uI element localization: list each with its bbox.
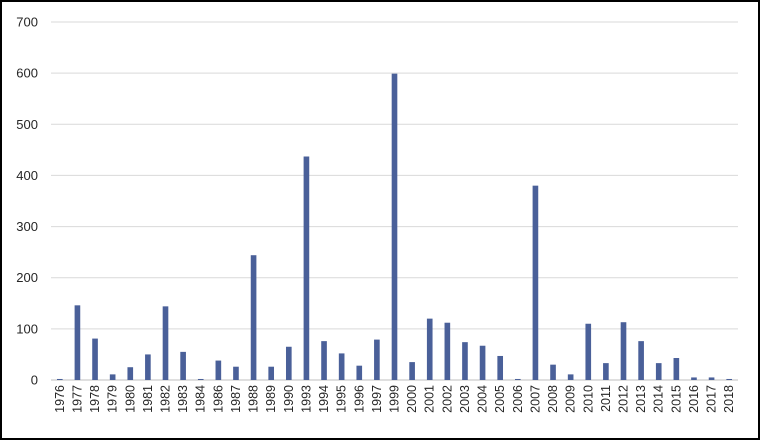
x-tick-label: 1979 bbox=[106, 385, 120, 413]
bar bbox=[374, 339, 380, 380]
y-tick-label: 600 bbox=[16, 66, 38, 81]
x-tick-label: 1980 bbox=[123, 385, 137, 413]
x-tick-label: 1981 bbox=[141, 385, 155, 413]
x-tick-label: 2000 bbox=[405, 385, 419, 413]
bar bbox=[673, 358, 680, 380]
bar bbox=[356, 365, 363, 380]
x-tick-label: 1977 bbox=[70, 385, 84, 413]
bar bbox=[268, 366, 275, 380]
x-tick-label: 1993 bbox=[299, 385, 313, 413]
x-tick-label: 1984 bbox=[194, 385, 208, 413]
x-tick-label: 1986 bbox=[211, 385, 225, 413]
bar bbox=[180, 351, 186, 380]
x-tick-label: 2009 bbox=[564, 385, 578, 413]
bar bbox=[726, 378, 733, 380]
bar bbox=[585, 323, 592, 380]
x-tick-label: 1990 bbox=[282, 385, 296, 413]
bar bbox=[532, 185, 539, 380]
y-tick-label: 200 bbox=[16, 270, 38, 285]
bar bbox=[409, 362, 415, 380]
bar bbox=[514, 378, 521, 380]
bar bbox=[233, 366, 239, 380]
bar bbox=[162, 306, 169, 380]
bar bbox=[691, 377, 697, 380]
bar bbox=[620, 322, 627, 380]
bar bbox=[215, 360, 222, 380]
bar bbox=[127, 367, 134, 380]
bar bbox=[338, 353, 345, 380]
bar bbox=[285, 346, 292, 380]
x-tick-label: 2002 bbox=[440, 385, 454, 413]
bar bbox=[303, 156, 310, 380]
x-tick-label: 1994 bbox=[317, 385, 331, 413]
x-tick-label: 1978 bbox=[88, 385, 102, 413]
x-tick-label: 2014 bbox=[652, 385, 666, 413]
x-tick-label: 2007 bbox=[528, 385, 542, 413]
bar bbox=[145, 354, 151, 380]
bar bbox=[56, 378, 63, 380]
x-tick-label: 2003 bbox=[458, 385, 472, 413]
x-tick-label: 1989 bbox=[264, 385, 278, 413]
y-tick-label: 0 bbox=[31, 373, 38, 388]
x-tick-label: 1988 bbox=[247, 385, 261, 413]
bar bbox=[109, 374, 116, 380]
y-tick-label: 500 bbox=[16, 117, 38, 132]
bar bbox=[655, 363, 662, 380]
y-tick-label: 300 bbox=[16, 219, 38, 234]
bar bbox=[567, 374, 574, 380]
bar bbox=[479, 345, 486, 380]
bar bbox=[708, 377, 715, 380]
x-tick-label: 2018 bbox=[722, 385, 736, 413]
x-tick-label: 1999 bbox=[388, 385, 402, 413]
y-tick-label: 700 bbox=[16, 15, 38, 30]
x-tick-label: 2006 bbox=[511, 385, 525, 413]
x-tick-label: 2004 bbox=[476, 385, 490, 413]
x-tick-label: 2011 bbox=[599, 385, 613, 412]
x-tick-label: 2008 bbox=[546, 385, 560, 413]
bar bbox=[391, 73, 398, 380]
x-tick-label: 2016 bbox=[687, 385, 701, 413]
bar bbox=[426, 318, 433, 380]
x-tick-label: 2001 bbox=[423, 385, 437, 413]
bar bbox=[497, 355, 504, 380]
x-tick-label: 2015 bbox=[669, 385, 683, 413]
bar bbox=[462, 342, 468, 380]
bar bbox=[250, 255, 257, 380]
y-tick-label: 100 bbox=[16, 321, 38, 336]
bar bbox=[603, 363, 609, 380]
bar bbox=[92, 338, 98, 380]
bar bbox=[321, 341, 327, 380]
bar bbox=[74, 305, 81, 380]
y-tick-label: 400 bbox=[16, 168, 38, 183]
x-tick-label: 1987 bbox=[229, 385, 243, 413]
bar bbox=[638, 341, 644, 380]
bar bbox=[550, 364, 556, 380]
x-tick-label: 2012 bbox=[617, 385, 631, 413]
bar bbox=[197, 378, 204, 380]
x-tick-label: 1976 bbox=[53, 385, 67, 413]
x-tick-label: 1982 bbox=[159, 385, 173, 413]
x-tick-label: 1996 bbox=[352, 385, 366, 413]
x-tick-label: 2013 bbox=[634, 385, 648, 413]
x-tick-label: 2010 bbox=[581, 385, 595, 413]
x-tick-label: 1997 bbox=[370, 385, 384, 413]
x-tick-label: 1995 bbox=[335, 385, 349, 413]
bar bbox=[444, 322, 451, 380]
x-tick-label: 2005 bbox=[493, 385, 507, 413]
x-tick-label: 1983 bbox=[176, 385, 190, 413]
x-tick-label: 2017 bbox=[705, 385, 719, 413]
